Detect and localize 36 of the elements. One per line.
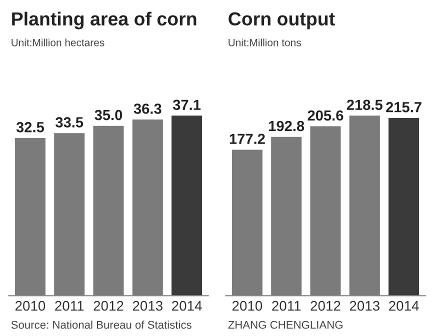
chart-title: Corn output bbox=[228, 12, 335, 30]
data-label: 205.6 bbox=[308, 110, 344, 121]
chart-subtitle: Unit:Million tons bbox=[228, 38, 301, 46]
x-tick-label: 2011 bbox=[55, 300, 84, 311]
bar bbox=[132, 120, 163, 296]
bar bbox=[388, 118, 420, 296]
bar bbox=[310, 126, 341, 296]
text: ZHANG CHENGLIANG bbox=[228, 320, 342, 329]
bar bbox=[93, 126, 124, 296]
chart-subtitle: Unit:Million hectares bbox=[12, 38, 104, 46]
bar bbox=[172, 116, 202, 296]
x-tick-label: 2013 bbox=[350, 300, 380, 311]
x-tick-label: 2014 bbox=[389, 300, 419, 311]
x-tick-label: 2014 bbox=[172, 300, 202, 311]
chart-title: Planting area of corn bbox=[12, 12, 196, 30]
x-tick-label: 2010 bbox=[232, 300, 262, 311]
data-label: 192.8 bbox=[269, 120, 304, 132]
data-label: 37.1 bbox=[172, 100, 201, 110]
data-label: 33.5 bbox=[56, 117, 84, 128]
bar bbox=[54, 133, 85, 296]
data-label: 177.2 bbox=[230, 134, 265, 144]
data-label: 218.5 bbox=[346, 100, 382, 110]
x-tick-label: 2010 bbox=[15, 300, 46, 311]
source-note: Source: National Bureau of Statistics bbox=[11, 320, 192, 329]
bar bbox=[232, 150, 262, 296]
bar bbox=[349, 116, 380, 296]
x-tick-label: 2012 bbox=[310, 300, 340, 311]
bar bbox=[14, 138, 46, 296]
bar bbox=[271, 136, 302, 296]
x-tick-label: 2011 bbox=[272, 300, 301, 311]
data-label: 36.3 bbox=[134, 104, 162, 114]
data-label: 215.7 bbox=[386, 102, 422, 112]
x-tick-label: 2013 bbox=[132, 300, 162, 311]
x-tick-label: 2012 bbox=[94, 300, 124, 311]
data-label: 35.0 bbox=[94, 110, 122, 120]
data-label: 32.5 bbox=[16, 122, 44, 132]
